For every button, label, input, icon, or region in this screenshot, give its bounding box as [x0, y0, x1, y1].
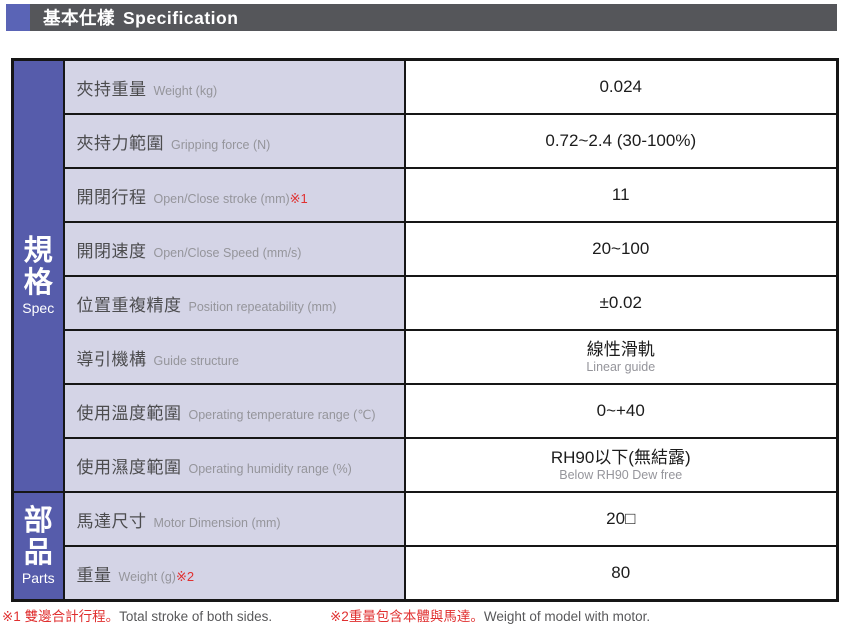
specification-table: 規格 Spec 夾持重量 Weight (kg) 0.024 夾持力範圍 Gripp…	[11, 58, 839, 602]
label-note: ※1	[289, 190, 308, 206]
label-en: Motor Dimension (mm)	[153, 515, 281, 530]
section-parts-label-zh: 部品	[23, 505, 53, 569]
label-cell-gripping-force: 夾持力範圍 Gripping force (N)	[62, 113, 406, 169]
value-cell-gripping-force: 0.72~2.4 (30-100%)	[403, 113, 839, 169]
value-main: 80	[611, 563, 631, 583]
label-en: Weight (g)	[118, 569, 176, 584]
page-title: 基本仕樣 Specification	[43, 5, 238, 30]
label-en: Operating temperature range (℃)	[188, 407, 376, 422]
section-cell-spec: 規格 Spec	[11, 58, 65, 493]
label-zh: 位置重複精度	[76, 295, 182, 315]
label-en: Open/Close stroke (mm)	[153, 191, 290, 206]
label-en: Weight (kg)	[153, 83, 218, 98]
label-en: Guide structure	[153, 353, 239, 368]
label-zh: 重量	[76, 565, 112, 585]
table-row: 使用濕度範圍 Operating humidity range (%) RH90以…	[13, 437, 839, 493]
value-main: 0~+40	[596, 401, 645, 421]
value-cell-motor-dimension: 20□	[403, 491, 839, 547]
label-cell-guide-structure: 導引機構 Guide structure	[62, 329, 406, 385]
value-cell-position-repeatability: ±0.02	[403, 275, 839, 331]
label-zh: 夾持力範圍	[76, 133, 164, 153]
label-cell-position-repeatability: 位置重複精度 Position repeatability (mm)	[62, 275, 406, 331]
footnote-1-en: Total stroke of both sides.	[119, 609, 273, 624]
table-row: 位置重複精度 Position repeatability (mm) ±0.02	[13, 275, 839, 331]
page-title-zh: 基本仕樣	[43, 8, 115, 28]
section-parts-label-en: Parts	[21, 569, 55, 586]
value-main: 0.024	[599, 77, 643, 97]
footnote-2-zh: ※2重量包含本體與馬達。	[330, 609, 484, 624]
value-cell-weight-kg: 0.024	[403, 58, 839, 115]
value-main: 20~100	[592, 239, 650, 259]
value-sub: Below RH90 Dew free	[559, 467, 683, 482]
value-cell-operating-temperature: 0~+40	[403, 383, 839, 439]
value-main: RH90以下(無結露)	[550, 448, 691, 468]
label-zh: 使用濕度範圍	[76, 457, 182, 477]
label-zh: 夾持重量	[76, 79, 147, 99]
table-row: 重量 Weight (g)※2 80	[13, 545, 839, 602]
value-main: 11	[611, 185, 630, 205]
table-row: 部品 Parts 馬達尺寸 Motor Dimension (mm) 20□	[11, 491, 839, 602]
label-cell-weight-kg: 夾持重量 Weight (kg)	[62, 58, 406, 115]
label-zh: 開閉速度	[76, 241, 147, 261]
label-en: Operating humidity range (%)	[188, 461, 352, 476]
label-cell-motor-dimension: 馬達尺寸 Motor Dimension (mm)	[62, 491, 406, 547]
value-sub: Linear guide	[586, 359, 656, 374]
footnote-2: ※2重量包含本體與馬達。Weight of model with motor.	[330, 605, 650, 625]
table-row: 開閉速度 Open/Close Speed (mm/s) 20~100	[13, 221, 839, 277]
table-row: 導引機構 Guide structure 線性滑軌 Linear guide	[13, 329, 839, 385]
label-cell-operating-humidity: 使用濕度範圍 Operating humidity range (%)	[62, 437, 406, 493]
label-zh: 使用溫度範圍	[76, 403, 182, 423]
value-cell-weight-g: 80	[403, 545, 839, 602]
header-accent-square	[6, 4, 30, 31]
value-cell-open-close-speed: 20~100	[403, 221, 839, 277]
value-cell-operating-humidity: RH90以下(無結露) Below RH90 Dew free	[403, 437, 839, 493]
label-note: ※2	[175, 568, 195, 584]
label-cell-operating-temperature: 使用溫度範圍 Operating temperature range (℃)	[62, 383, 406, 439]
section-cell-parts: 部品 Parts	[11, 491, 65, 602]
value-main: 線性滑軌	[586, 340, 655, 360]
value-main: 0.72~2.4 (30-100%)	[545, 131, 697, 151]
table-row: 夾持力範圍 Gripping force (N) 0.72~2.4 (30-100…	[13, 113, 839, 169]
table-row: 規格 Spec 夾持重量 Weight (kg) 0.024	[11, 58, 839, 493]
section-spec-label-en: Spec	[22, 299, 55, 316]
value-cell-guide-structure: 線性滑軌 Linear guide	[403, 329, 839, 385]
label-zh: 馬達尺寸	[76, 511, 147, 531]
footnotes: ※1 雙邊合計行程。Total stroke of both sides. ※2…	[2, 605, 843, 625]
label-zh: 開閉行程	[76, 187, 147, 207]
label-en: Position repeatability (mm)	[188, 299, 337, 314]
footnote-1: ※1 雙邊合計行程。Total stroke of both sides.	[2, 605, 330, 625]
label-en: Gripping force (N)	[171, 137, 271, 152]
section-header-bar: 基本仕樣 Specification	[6, 4, 837, 31]
label-en: Open/Close Speed (mm/s)	[153, 245, 302, 260]
table-row: 開閉行程 Open/Close stroke (mm)※1 11	[13, 167, 839, 223]
label-cell-open-close-speed: 開閉速度 Open/Close Speed (mm/s)	[62, 221, 406, 277]
label-cell-open-close-stroke: 開閉行程 Open/Close stroke (mm)※1	[62, 167, 406, 223]
value-cell-open-close-stroke: 11	[403, 167, 839, 223]
value-main: ±0.02	[599, 293, 642, 313]
label-cell-weight-g: 重量 Weight (g)※2	[62, 545, 406, 602]
section-spec-label-zh: 規格	[23, 235, 53, 299]
table-row: 使用溫度範圍 Operating temperature range (℃) 0~…	[13, 383, 839, 439]
footnote-1-zh: ※1 雙邊合計行程。	[2, 609, 120, 624]
page-title-en: Specification	[123, 8, 239, 28]
label-zh: 導引機構	[76, 349, 147, 369]
footnote-2-en: Weight of model with motor.	[483, 609, 651, 624]
value-main: 20□	[606, 509, 636, 529]
